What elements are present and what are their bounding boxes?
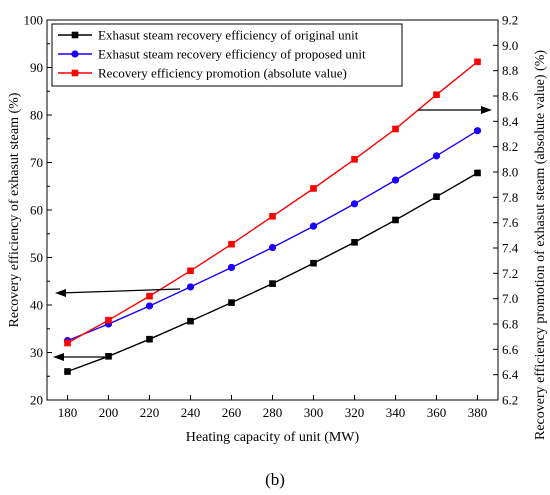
x-tick-label: 320 (345, 405, 365, 420)
data-point (227, 263, 236, 272)
right-tick-label: 6.2 (502, 393, 518, 408)
right-tick-label: 8.8 (502, 63, 518, 78)
right-tick-label: 9.0 (502, 38, 518, 53)
right-tick-label: 7.4 (502, 241, 519, 256)
x-tick-label: 260 (222, 405, 242, 420)
left-tick-label: 60 (30, 203, 43, 218)
right-tick-label: 8.0 (502, 165, 518, 180)
data-point (392, 125, 399, 133)
right-tick-label: 8.6 (502, 89, 519, 104)
data-point (64, 368, 71, 375)
x-axis-ticks: 180 200 220 240 260 280 300 320 340 360 380 (58, 395, 488, 420)
right-tick-label: 6.6 (502, 342, 519, 357)
x-tick-label: 280 (263, 405, 283, 420)
data-point (105, 353, 112, 360)
data-point (351, 156, 358, 163)
data-point (186, 283, 195, 291)
data-point (310, 259, 317, 267)
x-tick-label: 380 (468, 405, 488, 420)
data-point (350, 200, 359, 208)
left-tick-label: 40 (30, 298, 43, 313)
data-point (473, 127, 482, 135)
right-tick-label: 7.8 (502, 190, 518, 205)
x-tick-label: 240 (181, 405, 201, 420)
left-tick-label: 50 (30, 250, 43, 265)
data-point (391, 176, 400, 184)
data-point (228, 299, 235, 306)
data-point (187, 317, 194, 325)
legend-label: Exhasut steam recovery efficiency of ori… (98, 28, 359, 43)
arrowhead-right-icon (481, 106, 492, 114)
legend-marker (71, 50, 79, 58)
legend-box (51, 23, 403, 87)
data-point (351, 239, 358, 246)
data-point (64, 339, 71, 347)
data-point (146, 335, 153, 343)
left-tick-label: 70 (30, 155, 43, 170)
right-tick-label: 7.2 (502, 266, 518, 281)
left-tick-label: 30 (30, 345, 43, 360)
legend-marker (71, 69, 79, 77)
legend-label: Exhasut steam recovery efficiency of pro… (98, 47, 366, 62)
arrowhead-left-icon (53, 353, 64, 361)
data-point (228, 240, 235, 248)
series-line-1 (67, 130, 478, 342)
right-tick-label: 7.0 (502, 291, 518, 306)
axis-indicator-arrows (53, 106, 492, 361)
data-point (474, 58, 481, 66)
right-tick-label: 6.8 (502, 317, 518, 332)
x-tick-label: 180 (58, 405, 78, 420)
legend-marker (71, 31, 79, 39)
legend: Exhasut steam recovery efficiency of ori… (51, 23, 403, 87)
data-point (269, 213, 276, 220)
right-axis-ticks: 6.2 6.4 6.6 6.8 7.0 7.2 7.4 7.6 7.8 8.0 8.2 8.4 8.6 8… (493, 13, 519, 408)
data-point (145, 302, 154, 310)
right-axis-title: Recovery efficiency promotion of exhasut… (533, 50, 548, 440)
series-line-0 (67, 172, 478, 373)
x-tick-label: 220 (140, 405, 160, 420)
x-axis-title: Heating capacity of unit (MW) (186, 430, 360, 445)
data-point (146, 292, 153, 300)
right-tick-label: 8.4 (502, 114, 519, 129)
legend-label: Recovery efficiency promotion (absolute … (98, 66, 347, 81)
x-tick-label: 200 (99, 405, 119, 420)
data-point (392, 216, 399, 224)
left-axis-title: Recovery efficiency of exhasut steam (%) (7, 92, 22, 327)
x-tick-label: 360 (427, 405, 447, 420)
data-point (310, 185, 317, 192)
right-tick-label: 6.4 (502, 367, 519, 382)
series-line-2 (67, 61, 478, 344)
left-tick-label: 90 (30, 60, 43, 75)
left-tick-label: 20 (30, 393, 43, 408)
data-point (268, 243, 277, 252)
data-point (309, 222, 318, 230)
data-point (269, 280, 276, 287)
data-point (433, 193, 440, 200)
data-point (433, 91, 440, 99)
x-tick-label: 340 (386, 405, 406, 420)
data-point (474, 169, 481, 177)
left-tick-label: 100 (24, 13, 44, 28)
right-tick-label: 9.2 (502, 13, 518, 28)
data-point (187, 267, 194, 275)
data-point (432, 152, 441, 160)
left-axis-ticks: 20 30 40 50 60 70 80 90 100 (24, 13, 52, 408)
data-point (105, 316, 112, 324)
arrowhead-left-icon (55, 289, 66, 297)
series-layer (63, 58, 482, 375)
x-tick-label: 300 (304, 405, 324, 420)
figure-caption: (b) (265, 470, 285, 489)
right-tick-label: 7.6 (502, 215, 519, 230)
left-tick-label: 80 (30, 108, 43, 123)
arrow-proposed-to-left-axis (58, 288, 181, 294)
right-tick-label: 8.2 (502, 139, 518, 154)
